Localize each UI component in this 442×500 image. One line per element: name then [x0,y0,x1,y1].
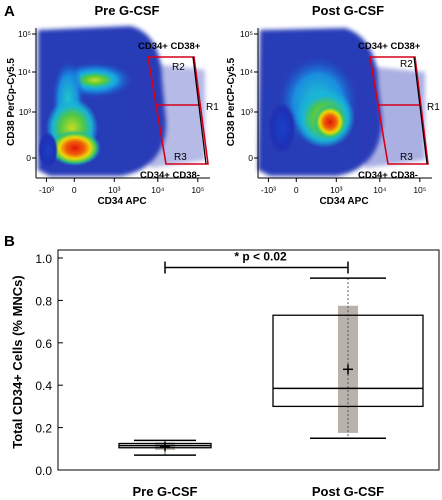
flow-plot-pre-gate-r1 [147,56,209,165]
flow-plot-post-x-ticks: -10³ 0 10³ 10⁴ 10⁵ [261,178,426,195]
flow-plot-post-y-tick-label: 10³ [241,107,253,117]
flow-plot-pre-title: Pre G-CSF [94,3,159,18]
flow-plot-pre-x-tick-label: 10⁵ [191,185,204,195]
flow-plot-post-gate-r1 [369,56,429,165]
box-plot-y-ticks: 0.0 0.2 0.4 0.6 0.8 1.0 [35,252,63,478]
flow-plot-pre-x-tick-label: 10³ [108,185,120,195]
significance-bracket: * p < 0.02 [164,250,349,274]
flow-plot-post-x-tick-label: -10³ [261,185,276,195]
panel-label-a: A [4,3,15,20]
flow-plot-post-x-tick-label: 10³ [330,185,342,195]
box-plot-ylabel: Total CD34+ Cells (% MNCs) [10,275,25,449]
flow-plot-post-title: Post G-CSF [312,3,384,18]
box-0 [118,439,212,456]
flow-plot-pre-y-tick-label: 0 [26,153,31,163]
box-plot-y-tick-label: 0.8 [35,294,52,308]
box-plot: Total CD34+ Cells (% MNCs) 0.00.20.40.60… [10,249,440,499]
flow-plot-pre-r2: R2 [172,62,185,73]
flow-plot-post-y-tick-label: 0 [248,153,253,163]
box-plot-y-tick-label: 1.0 [35,252,52,266]
flow-plot-post-y-tick-label: 10⁴ [240,67,253,77]
flow-plot-post-density [258,28,425,176]
flow-plot-pre-r1: R1 [206,102,219,113]
flow-plot-post-ylabel: CD38 PerCP-Cy5.5 [226,57,237,146]
flow-plot-pre-annotation-bottom: CD34+ CD38- [140,170,200,181]
flow-plot-pre-y-tick-label: 10⁴ [18,67,31,77]
flow-plot-pre-xlabel: CD34 APC [97,196,146,207]
flow-plot-pre-x-ticks: -10³ 0 10³ 10⁴ 10⁵ [39,178,204,195]
flow-plot-post-x-tick-label: 10⁴ [373,185,386,195]
panel-label-b: B [4,233,15,250]
flow-plot-post-gate [369,56,429,165]
flow-plot-pre-r3: R3 [174,152,187,163]
box-plot-y-tick-label: 0.6 [35,337,52,351]
flow-plot-pre-density [38,26,205,176]
box-plot-y-tick-label: 0.4 [35,379,52,393]
flow-plot-post-r3: R3 [400,152,413,163]
box-plot-frame [57,249,440,471]
box-plot-y-tick-label: 0.2 [35,422,52,436]
significance-label: * p < 0.02 [234,250,287,264]
flow-plot-pre-gate [147,56,209,165]
flow-plot-pre-x-tick-label: 10⁴ [151,185,164,195]
flow-plot-pre-annotation-top: CD34+ CD38+ [138,41,201,52]
flow-plot-pre-y-tick-label: 10³ [19,107,31,117]
flow-plot-post-x-tick-label: 0 [294,185,299,195]
box-plot-y-tick-label: 0.0 [35,464,52,478]
box-1-iqr [272,314,424,408]
flow-plot-post: Post G-CSF CD38 PerCP-Cy5.5 R1 R2 R3 CD3… [226,3,440,207]
box-plot-category-label: Post G-CSF [312,484,384,499]
flow-plot-pre: Pre G-CSF CD38 PerCp-Cy5.5 R1 R2 R3 CD34… [6,3,219,207]
box-plot-categories: Pre G-CSF Post G-CSF [132,484,384,499]
box-1 [272,277,424,439]
flow-plot-post-r1: R1 [427,102,440,113]
flow-plot-pre-y-ticks: 10⁵ 10⁴ 10³ 0 [18,29,36,163]
flow-plot-post-annotation-bottom: CD34+ CD38- [358,170,418,181]
box-plot-category-label: Pre G-CSF [132,484,197,499]
flow-plot-post-x-tick-label: 10⁵ [413,185,426,195]
box-plot-marks [118,277,424,456]
flow-plot-post-annotation-top: CD34+ CD38+ [358,41,421,52]
flow-plot-pre-ylabel: CD38 PerCp-Cy5.5 [6,58,17,146]
flow-plot-pre-x-tick-label: -10³ [39,185,54,195]
flow-plot-pre-x-tick-label: 0 [72,185,77,195]
flow-plot-post-xlabel: CD34 APC [319,196,368,207]
flow-plot-post-r2: R2 [400,59,413,70]
flow-plot-pre-y-tick-label: 10⁵ [18,29,31,39]
flow-plot-post-y-ticks: 10⁵ 10⁴ 10³ 0 [240,29,258,163]
flow-plot-post-y-tick-label: 10⁵ [240,29,253,39]
